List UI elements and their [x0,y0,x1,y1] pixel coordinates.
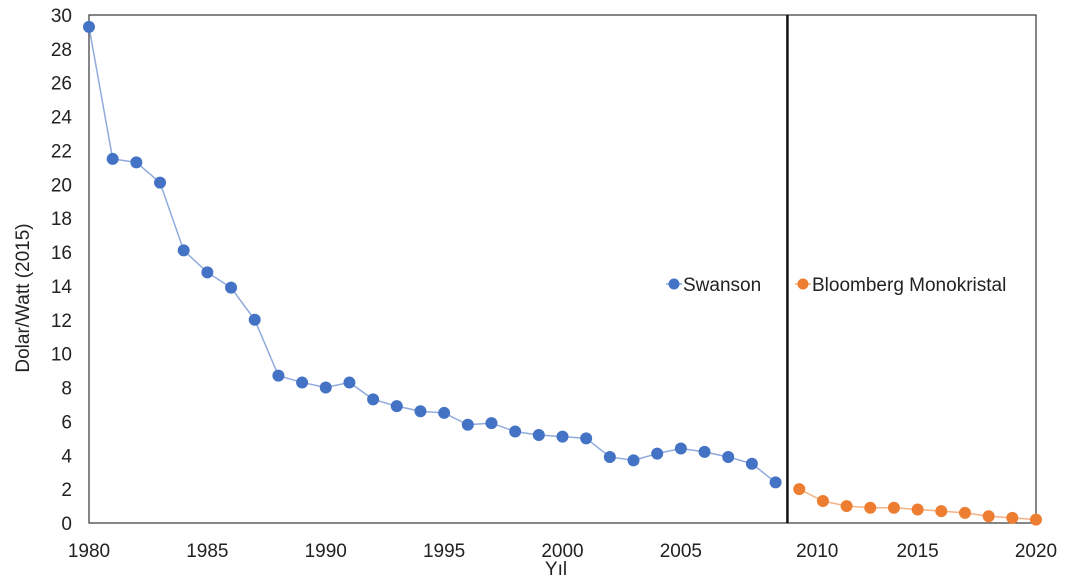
legend-marker-swanson [668,278,680,290]
series-0 [83,20,782,489]
y-tick-label: 20 [51,175,72,196]
data-point [1030,513,1042,526]
data-point [793,483,806,496]
data-point [651,447,664,460]
y-tick-label: 14 [51,277,73,298]
y-tick-label: 0 [61,514,72,535]
plot-area [88,14,1037,524]
data-point [367,393,380,406]
data-point [627,454,640,467]
legend-label-swanson: Swanson [683,275,761,296]
data-point [556,430,569,443]
data-point [509,425,522,438]
x-tick-label: 1985 [186,541,228,562]
data-point [83,20,95,33]
data-point [461,418,474,431]
y-tick-label: 26 [51,74,72,95]
y-tick-label: 4 [61,446,72,467]
x-tick-label: 1990 [305,541,347,562]
y-tick-label: 8 [61,379,72,400]
y-tick-label: 10 [51,345,72,366]
y-tick-label: 2 [61,480,72,501]
data-point [982,510,995,523]
data-point [296,376,309,389]
data-point [674,442,687,455]
y-tick-label: 22 [51,141,72,162]
data-point [390,400,403,413]
data-point [864,501,877,514]
y-tick-label: 18 [51,209,72,230]
y-tick-label: 12 [51,311,72,332]
data-point [485,417,498,430]
data-point [532,428,545,441]
x-axis-label: Yıl [545,559,567,580]
x-tick-label: 2005 [660,541,702,562]
series-line [88,26,777,483]
data-point [414,405,427,418]
legend-label-bloomberg: Bloomberg Monokristal [812,275,1006,296]
data-point [840,500,853,513]
data-point [343,376,356,389]
x-tick-label: 2020 [1015,541,1057,562]
data-point [722,450,735,463]
data-point [225,281,238,294]
data-point [1006,511,1019,524]
series-1 [793,483,1042,526]
data-point [319,381,332,394]
data-point [698,445,711,458]
y-tick-label: 24 [51,108,73,129]
data-point [745,457,758,470]
data-point [580,432,593,445]
data-point [769,476,782,489]
legend-item-swanson: Swanson [666,275,761,296]
x-tick-label: 1995 [423,541,465,562]
data-point [887,501,900,514]
data-point [201,266,214,279]
data-point [154,176,167,189]
y-tick-label: 28 [51,40,72,61]
data-point [130,156,143,169]
legend-item-bloomberg: Bloomberg Monokristal [795,275,1006,296]
data-point [911,503,924,516]
x-tick-label: 1980 [68,541,110,562]
data-point [106,152,119,165]
data-point [958,506,971,519]
data-point [603,450,616,463]
y-tick-label: 30 [51,6,72,27]
x-tick-label: 2015 [896,541,938,562]
y-axis-label: Dolar/Watt (2015) [13,223,34,372]
x-tick-label: 2000 [541,541,583,562]
x-tick-label: 2010 [796,541,838,562]
data-point [248,313,261,326]
data-point [438,406,451,419]
legend-marker-bloomberg [797,278,809,290]
data-point [816,494,829,507]
y-tick-label: 16 [51,243,72,264]
data-point [177,244,190,257]
data-point [272,369,285,382]
data-point [935,505,948,518]
y-tick-label: 6 [61,412,72,433]
